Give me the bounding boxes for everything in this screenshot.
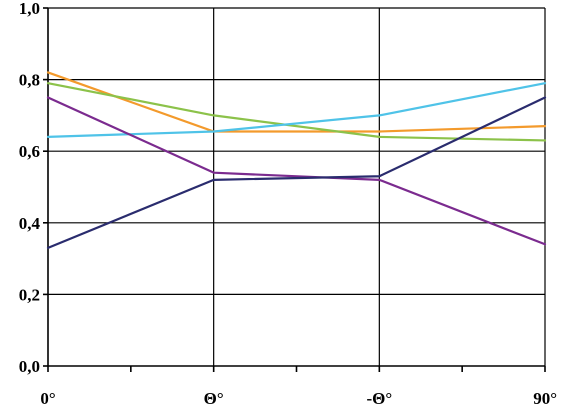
- y-tick-labels: 0,0 0,2 0,4 0,6 0,8 1,0: [19, 0, 41, 376]
- y-tick-label: 0,6: [19, 142, 40, 161]
- grid-lines: [48, 7, 546, 366]
- x-tick-label: 90°: [533, 389, 557, 408]
- series-line-5: [46, 96, 547, 249]
- y-tick-label: 0,0: [19, 357, 40, 376]
- y-tick-label: 0,4: [19, 214, 41, 233]
- x-tick-label: Θ°: [204, 389, 224, 408]
- series-line-2: [46, 82, 547, 142]
- series-line-1: [46, 71, 547, 133]
- series-line-4: [46, 96, 547, 246]
- y-tick-label: 0,2: [19, 285, 40, 304]
- y-tick-label: 1,0: [19, 0, 40, 18]
- x-tick-labels: 0° Θ° -Θ° 90°: [40, 389, 557, 408]
- x-tick-label: -Θ°: [366, 389, 392, 408]
- y-tick-label: 0,8: [19, 71, 40, 90]
- axes: [43, 7, 546, 372]
- series-group: [46, 71, 547, 249]
- x-tick-label: 0°: [40, 389, 55, 408]
